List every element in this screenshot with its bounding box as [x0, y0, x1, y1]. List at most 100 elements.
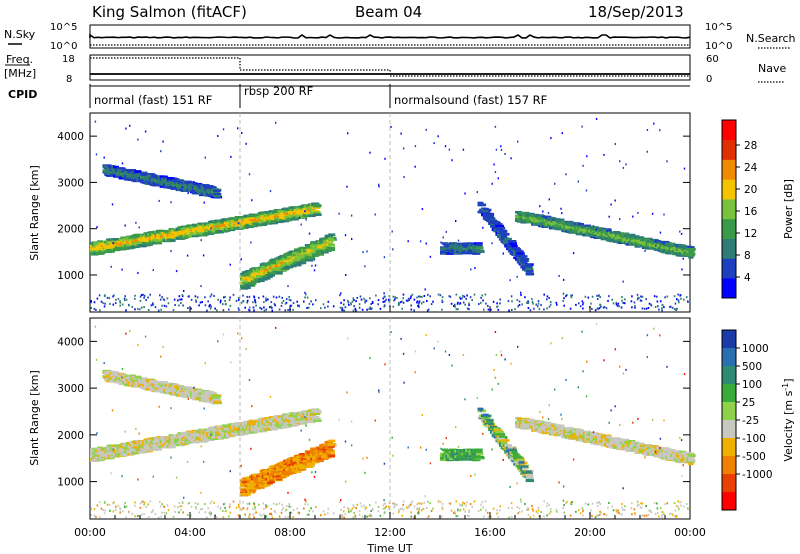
velocity-cell: [225, 427, 231, 431]
power-speckle: [499, 302, 501, 305]
power-speckle: [448, 295, 451, 298]
power-cell: [265, 264, 272, 267]
power-speckle: [612, 302, 615, 305]
power-cell: [206, 228, 213, 232]
power-speckle: [369, 306, 371, 309]
power-speckle: [265, 297, 267, 300]
power-speckle: [602, 306, 605, 309]
power-speckle: [201, 301, 203, 304]
power-noise: [121, 162, 124, 165]
power-cell: [668, 243, 674, 246]
power-speckle: [369, 297, 371, 300]
power-speckle: [147, 309, 150, 311]
velocity-cell: [254, 419, 260, 423]
power-speckle: [453, 303, 456, 306]
power-speckle: [340, 301, 342, 304]
power-speckle: [253, 295, 255, 298]
power-noise: [619, 160, 621, 163]
power-speckle: [459, 296, 461, 299]
power-cell: [509, 242, 517, 246]
power-noise: [663, 213, 665, 216]
power-cell: [312, 247, 319, 251]
power-cell: [598, 227, 606, 231]
power-speckle: [648, 302, 651, 305]
power-speckle: [538, 308, 541, 311]
power-noise: [392, 248, 394, 251]
power-speckle: [454, 305, 456, 308]
power-speckle: [410, 304, 412, 307]
power-noise: [95, 153, 98, 156]
power-speckle: [468, 302, 470, 305]
power-noise: [491, 182, 493, 185]
power-cell: [120, 241, 128, 245]
power-speckle: [379, 307, 382, 310]
power-speckle: [430, 303, 433, 306]
power-speckle: [216, 309, 218, 312]
power-cell: [177, 228, 184, 231]
power-noise: [572, 252, 575, 255]
power-cell: [486, 213, 494, 217]
power-speckle: [455, 308, 458, 311]
power-speckle: [508, 309, 510, 312]
power-noise: [350, 214, 353, 217]
power-cell: [122, 247, 130, 250]
power-noise: [378, 185, 380, 188]
power-noise: [345, 274, 347, 276]
power-noise: [390, 125, 392, 128]
power-cell: [95, 249, 101, 253]
velocity-cell: [138, 451, 147, 454]
power-speckle: [312, 303, 314, 306]
power-speckle: [273, 303, 276, 306]
power-speckle: [666, 295, 669, 298]
noise-right-tick-bottom: 10^0: [705, 41, 732, 52]
power-speckle: [621, 299, 623, 302]
power-speckle: [322, 303, 325, 306]
power-cell: [615, 237, 622, 240]
power-noise: [237, 127, 239, 130]
power-speckle: [296, 300, 298, 303]
power-noise: [421, 208, 424, 210]
power-noise: [138, 226, 140, 229]
noise-left-label: N.Sky: [4, 28, 36, 41]
power-speckle: [263, 309, 266, 312]
power-cell: [328, 233, 336, 236]
velocity-cell: [177, 434, 184, 437]
power-cell: [475, 246, 484, 250]
power-speckle: [439, 294, 442, 297]
velocity-cell: [243, 480, 251, 484]
power-speckle: [159, 294, 161, 297]
power-cell: [243, 274, 251, 277]
power-speckle: [569, 307, 572, 310]
power-speckle: [163, 304, 166, 307]
power-speckle: [417, 303, 420, 306]
power-noise: [455, 220, 457, 222]
power-speckle: [387, 298, 390, 301]
power-cell: [547, 218, 553, 222]
power-speckle: [290, 304, 293, 307]
velocity-cell: [131, 448, 138, 452]
power-cell: [204, 230, 210, 234]
power-noise: [445, 230, 447, 233]
power-speckle: [339, 306, 342, 309]
power-cell: [522, 259, 529, 262]
power-cell: [225, 221, 231, 225]
power-speckle: [252, 301, 254, 304]
power-cell: [263, 267, 272, 270]
power-speckle: [228, 299, 231, 301]
power-speckle: [686, 300, 689, 303]
power-noise: [595, 118, 598, 120]
power-speckle: [549, 303, 552, 306]
date-title: 18/Sep/2013: [588, 3, 684, 21]
power-speckle: [113, 294, 115, 297]
power-speckle: [143, 294, 146, 297]
power-speckle: [119, 301, 122, 304]
power-noise: [539, 205, 541, 208]
power-speckle: [246, 299, 249, 302]
power-noise: [248, 173, 251, 176]
power-speckle: [524, 296, 526, 299]
power-cell: [299, 260, 306, 263]
power-speckle: [308, 302, 311, 305]
power-speckle: [366, 308, 368, 311]
